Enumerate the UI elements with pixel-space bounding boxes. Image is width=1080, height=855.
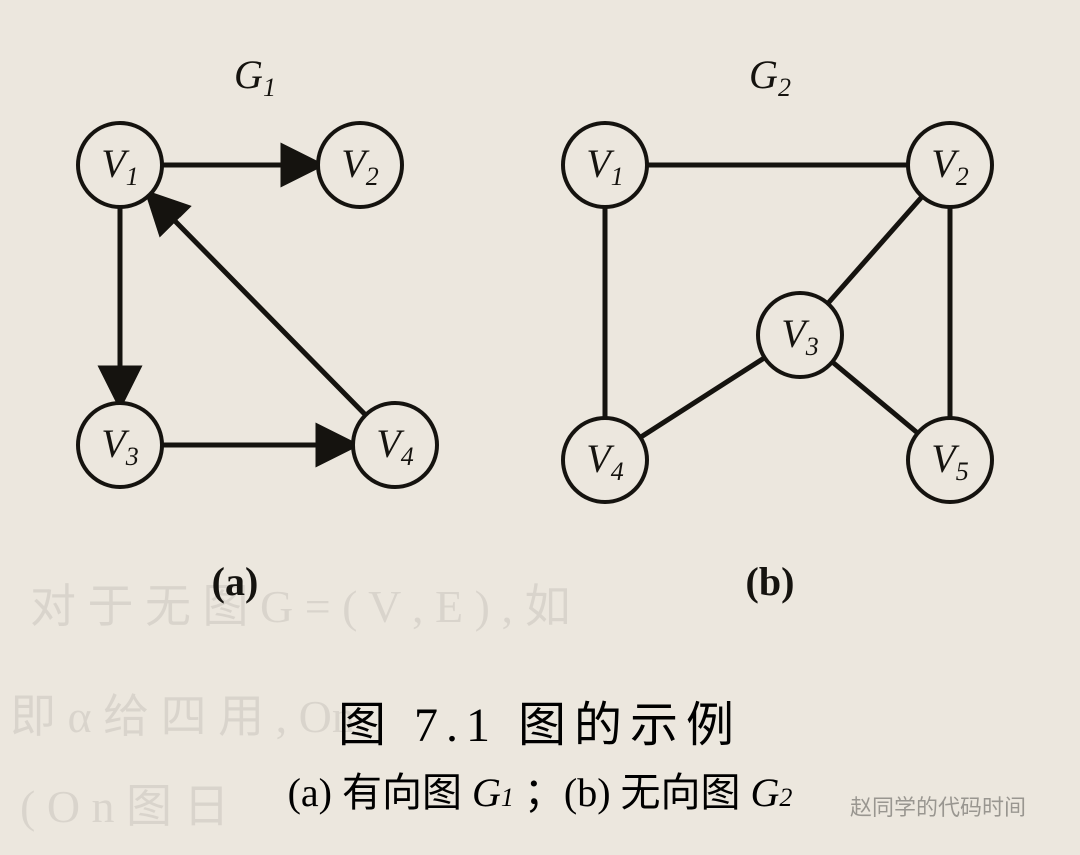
panel-label: (b) bbox=[746, 559, 795, 604]
watermark: 赵同学的代码时间 bbox=[850, 790, 1026, 822]
edge bbox=[828, 196, 922, 303]
edge bbox=[640, 358, 764, 438]
caption-g1-sub: 1 bbox=[501, 783, 514, 812]
figure-caption: 图 7.1 图的示例 bbox=[0, 685, 1080, 755]
panel-label: (a) bbox=[212, 559, 259, 604]
caption-sub-b: ；(b) 无向图 bbox=[514, 770, 751, 815]
edge bbox=[149, 195, 365, 415]
caption-sub-a: (a) 有向图 bbox=[288, 770, 472, 815]
caption-g1: G bbox=[472, 770, 501, 815]
caption-g2: G bbox=[751, 770, 780, 815]
caption-g2-sub: 2 bbox=[779, 783, 792, 812]
caption-main: 图 7.1 图的示例 bbox=[0, 685, 1080, 755]
graph-title: G2 bbox=[749, 52, 791, 102]
caption-sub: (a) 有向图 G1 ；(b) 无向图 G2 bbox=[288, 770, 793, 815]
graph-title: G1 bbox=[234, 52, 276, 102]
edge bbox=[832, 362, 917, 433]
